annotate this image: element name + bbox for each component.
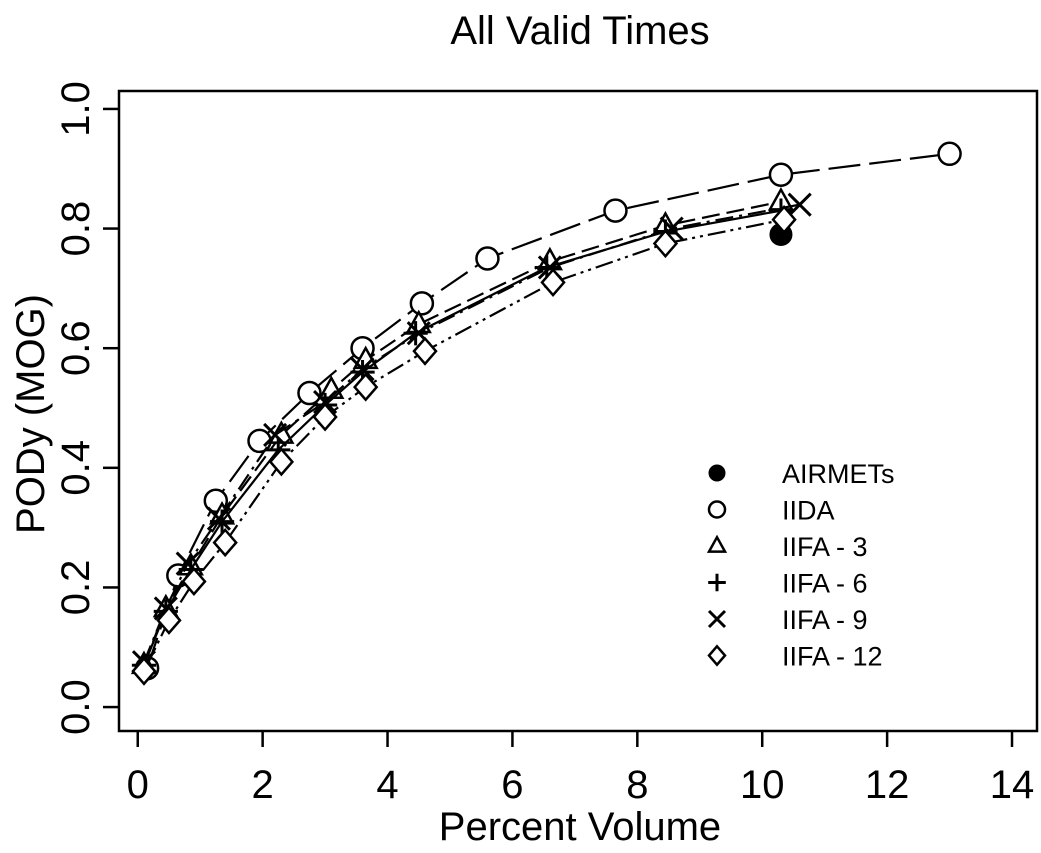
point-iifa-12-9	[652, 228, 679, 259]
series-iifa-12	[131, 205, 797, 686]
point-iifa-9-5	[313, 389, 338, 415]
legend-label-iifa-9: IIFA - 9	[782, 605, 868, 635]
legend-label-iifa-12: IIFA - 12	[782, 642, 883, 672]
legend-marker-iifa-12	[707, 644, 727, 667]
chart-title: All Valid Times	[450, 9, 709, 53]
x-tick-label-6: 12	[865, 763, 910, 807]
point-iifa-12-6	[353, 372, 379, 402]
point-iifa-9-3	[206, 506, 231, 531]
y-axis-title: PODy (MOG)	[9, 294, 53, 534]
legend-marker-iifa-3	[706, 534, 728, 553]
legend-marker-iifa-9	[707, 609, 727, 629]
legend-label-iifa-6: IIFA - 6	[782, 569, 868, 599]
series-iifa-6	[131, 198, 794, 678]
point-iifa-12-2	[181, 566, 207, 597]
point-iifa-12-10	[771, 205, 797, 235]
series-line-iifa-9	[142, 203, 800, 663]
legend-marker-iida	[707, 500, 727, 519]
point-iifa-9-10	[787, 192, 812, 217]
legend-marker-iifa-6	[708, 573, 726, 592]
series-iifa-9	[131, 192, 812, 675]
point-iifa-12-8	[540, 267, 566, 297]
legend-label-iifa-3: IIFA - 3	[782, 532, 868, 562]
legend: AIRMETs IIDA IIFA - 3 IIFA - 6 IIFA - 9 IIFA …	[706, 459, 895, 672]
legend-label-airmets: AIRMETs	[782, 459, 895, 489]
legend-marker-airmets	[708, 464, 726, 482]
x-tick-label-2: 4	[376, 763, 398, 807]
point-iida-9	[768, 162, 794, 187]
point-iifa-12-1	[156, 605, 182, 635]
legend-label-iida: IIDA	[782, 496, 835, 526]
point-iida-6	[409, 291, 435, 316]
point-iifa-12-3	[212, 528, 238, 558]
x-tick-label-7: 14	[990, 763, 1035, 807]
series-line-iifa-3	[142, 200, 782, 666]
point-iifa-12-5	[312, 402, 338, 432]
series-line-iifa-12	[142, 218, 785, 672]
y-tick-label-5: 1.0	[54, 81, 98, 137]
x-tick-label-5: 10	[740, 763, 785, 807]
series-iida	[134, 141, 962, 681]
point-iida-7	[475, 246, 500, 271]
y-tick-label-2: 0.4	[54, 440, 98, 496]
axes: 0 2 4 6 8 10 12 14 0.0 0.2 0.4 0.6 0.8 1.0	[54, 81, 1034, 807]
point-iida-8	[603, 198, 628, 223]
point-iifa-6-7	[403, 321, 428, 346]
point-iida-4	[297, 380, 322, 406]
y-tick-label-3: 0.6	[54, 320, 98, 376]
x-tick-label-3: 6	[501, 763, 523, 807]
series-line-iifa-6	[142, 209, 782, 666]
x-tick-label-0: 0	[127, 763, 149, 807]
point-iifa-9-6	[350, 357, 375, 382]
x-tick-label-4: 8	[626, 763, 648, 807]
y-tick-label-4: 0.8	[54, 201, 98, 257]
series-layer	[130, 141, 962, 686]
point-iifa-9-4	[263, 422, 288, 447]
plot-frame	[117, 89, 1039, 733]
x-axis-title: Percent Volume	[439, 805, 721, 849]
x-tick-label-1: 2	[252, 763, 274, 807]
y-tick-label-0: 0.0	[54, 679, 98, 735]
y-tick-label-1: 0.2	[54, 560, 98, 616]
point-iifa-12-4	[268, 447, 295, 477]
point-iida-10	[937, 141, 962, 167]
series-iifa-3	[130, 186, 795, 675]
point-iifa-12-0	[131, 656, 157, 686]
point-iifa-12-7	[412, 336, 438, 366]
